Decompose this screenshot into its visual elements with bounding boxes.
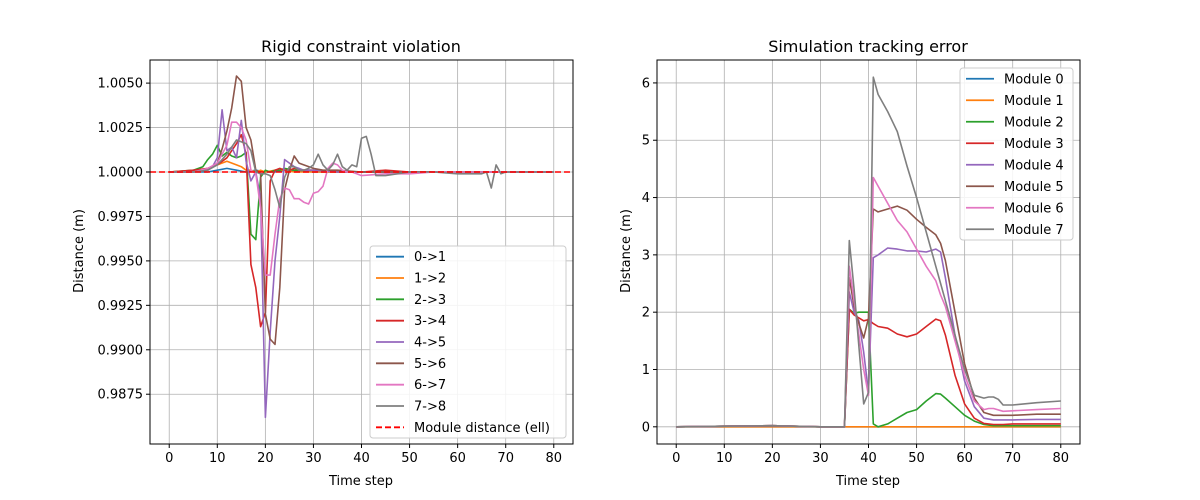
legend-label: 5->6 [414, 357, 446, 372]
legend-label: 2->3 [414, 293, 446, 308]
series-line-5-6 [169, 75, 554, 346]
legend-label: Module 6 [1004, 201, 1064, 216]
x-tick-label: 30 [305, 451, 322, 466]
legend: Module 0 Module 1 Module 2 Module 3 Module 4… [959, 67, 1074, 241]
y-tick-label: 0.9925 [98, 299, 144, 314]
legend-label: Module 1 [1004, 94, 1064, 109]
y-tick-label: 0.9950 [98, 254, 144, 269]
legend-box [959, 67, 1074, 241]
x-axis-label: Time step [328, 474, 393, 489]
y-tick-label: 1.0050 [98, 77, 144, 92]
chart-title: Simulation tracking error [768, 37, 968, 56]
y-tick-label: 2 [642, 306, 650, 321]
x-tick-label: 0 [165, 451, 173, 466]
legend: 0->1 1->2 2->3 3->4 4->5 5->6 6->7 7->8 Module d… [369, 245, 567, 439]
legend-item: Module 3 [966, 137, 1064, 152]
series-group [676, 76, 1061, 428]
legend-label: 7->8 [414, 400, 446, 415]
legend-item: 1->2 [376, 272, 446, 287]
x-tick-label: 0 [672, 451, 680, 466]
x-tick-label: 40 [860, 451, 877, 466]
legend-item: 3->4 [376, 314, 446, 329]
x-tick-label: 20 [257, 451, 274, 466]
y-tick-label: 3 [642, 248, 650, 263]
x-tick-label: 70 [497, 451, 514, 466]
y-tick-label: 0.9875 [98, 388, 144, 403]
legend-label: Module 2 [1004, 115, 1064, 130]
legend-box [369, 245, 567, 439]
legend-item: 5->6 [376, 357, 446, 372]
legend-label: 1->2 [414, 272, 446, 287]
y-tick-label: 1.0000 [98, 166, 144, 181]
legend-label: 6->7 [414, 378, 446, 393]
legend-item: 4->5 [376, 336, 446, 351]
legend-item: 0->1 [376, 250, 446, 265]
series-line-6-7 [169, 121, 554, 276]
x-axis-label: Time step [835, 474, 900, 489]
legend-label: Module 3 [1004, 137, 1064, 152]
series-line-module-7 [676, 76, 1061, 428]
x-tick-label: 80 [545, 451, 562, 466]
y-tick-label: 4 [642, 191, 650, 206]
y-tick-label: 0 [642, 420, 650, 435]
y-axis-label: Distance (m) [619, 209, 634, 293]
legend-item: Module 5 [966, 180, 1064, 195]
ticks: 0 10 20 30 40 50 60 70 80 0 1 2 3 4 5 6 [642, 76, 1069, 466]
y-tick-label: 6 [642, 76, 650, 91]
legend-item: 6->7 [376, 378, 446, 393]
y-axis-label: Distance (m) [72, 209, 87, 293]
y-tick-label: 1 [642, 363, 650, 378]
chart-simulation-tracking-error: Simulation tracking error Time step Dist… [619, 37, 1081, 489]
legend-label: Module 7 [1004, 223, 1064, 238]
x-tick-label: 10 [209, 451, 226, 466]
legend-item: Module 6 [966, 201, 1064, 216]
legend-label: 0->1 [414, 250, 446, 265]
x-tick-label: 70 [1004, 451, 1021, 466]
legend-label: 3->4 [414, 314, 446, 329]
legend-label: Module 5 [1004, 180, 1064, 195]
x-tick-label: 60 [956, 451, 973, 466]
legend-label: Module 0 [1004, 72, 1064, 87]
series-group [150, 75, 573, 419]
legend-label: Module distance (ell) [414, 421, 550, 436]
y-tick-label: 0.9900 [98, 343, 144, 358]
chart-rigid-constraint-violation: Rigid constraint violation Time step Dis… [72, 37, 574, 489]
y-tick-label: 1.0025 [98, 121, 144, 136]
legend-label: Module 4 [1004, 158, 1064, 173]
legend-item: Module 0 [966, 72, 1064, 87]
x-tick-label: 40 [353, 451, 370, 466]
x-tick-label: 10 [716, 451, 733, 466]
x-tick-label: 60 [449, 451, 466, 466]
legend-item: Module 2 [966, 115, 1064, 130]
series-line-7-8 [169, 135, 554, 209]
legend-item: 2->3 [376, 293, 446, 308]
legend-item: 7->8 [376, 400, 446, 415]
x-tick-label: 30 [812, 451, 829, 466]
legend-item: Module distance (ell) [376, 421, 550, 436]
chart-title: Rigid constraint violation [261, 37, 461, 56]
y-tick-label: 0.9975 [98, 210, 144, 225]
legend-item: Module 1 [966, 94, 1064, 109]
ticks: 0 10 20 30 40 50 60 70 80 0.9875 0.9900 0.9925 0.995… [98, 77, 563, 466]
legend-item: Module 7 [966, 223, 1064, 238]
x-tick-label: 50 [401, 451, 418, 466]
x-tick-label: 20 [764, 451, 781, 466]
legend-label: 4->5 [414, 336, 446, 351]
y-tick-label: 5 [642, 134, 650, 149]
legend-item: Module 4 [966, 158, 1064, 173]
x-tick-label: 80 [1052, 451, 1069, 466]
x-tick-label: 50 [908, 451, 925, 466]
